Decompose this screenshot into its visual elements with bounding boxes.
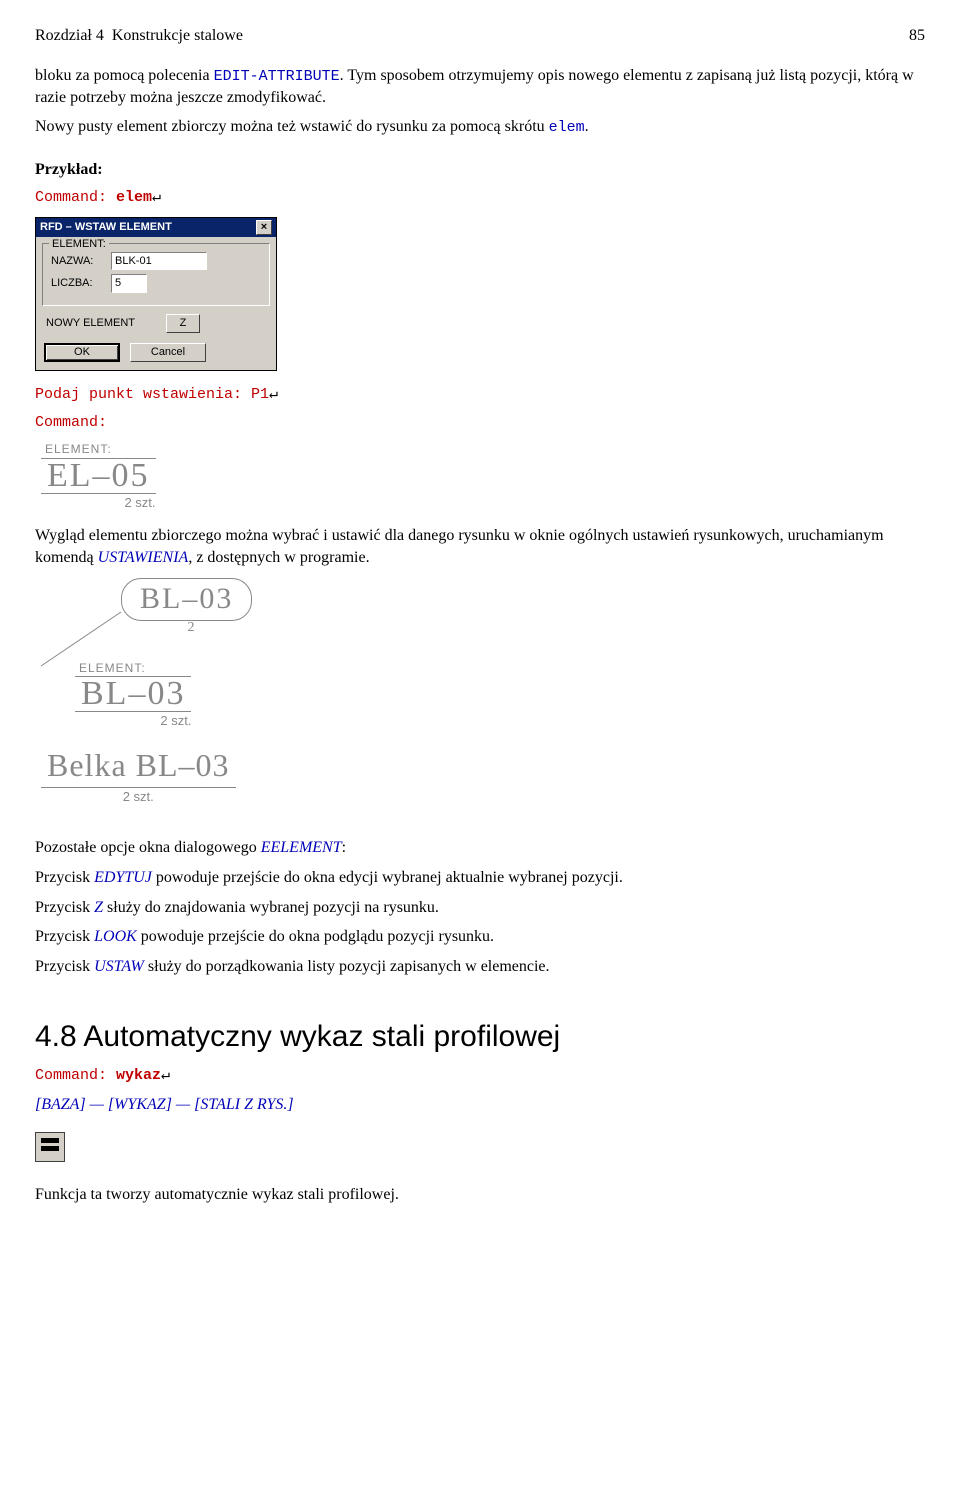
chapter: Rozdział 4: [35, 27, 104, 44]
elem-shortcut: elem: [549, 119, 585, 136]
cancel-button[interactable]: Cancel: [130, 343, 206, 362]
page-header: Rozdział 4 Konstrukcje stalowe 85: [35, 25, 925, 47]
edytuj-btn-ref: EDYTUJ: [94, 869, 152, 886]
el3-code: BL–03: [75, 677, 191, 712]
list-icon: [41, 1138, 59, 1143]
element-label-4: Belka BL–03 2 szt.: [41, 744, 925, 808]
other-options-intro: Pozostałe opcje okna dialogowego EELEMEN…: [35, 837, 925, 859]
close-icon[interactable]: ×: [256, 220, 272, 235]
eelement-cmd: EELEMENT: [261, 839, 342, 856]
example-heading: Przykład:: [35, 159, 925, 181]
count-input[interactable]: 5: [111, 274, 147, 293]
element-label-2: BL–03 2: [41, 578, 925, 637]
element-label-3: ELEMENT: BL–03 2 szt.: [75, 660, 925, 732]
dialog-title: RFD – WSTAW ELEMENT: [40, 220, 172, 235]
toolbar-icon[interactable]: [35, 1132, 65, 1162]
el2-pill: BL–03: [121, 578, 252, 621]
new-element-label: NOWY ELEMENT: [46, 316, 166, 331]
edit-attribute-cmd: EDIT-ATTRIBUTE: [214, 68, 340, 85]
el1-qty: 2 szt.: [41, 494, 156, 512]
menu-path: [BAZA] — [WYKAZ] — [STALI Z RYS.]: [35, 1094, 925, 1116]
element-group: ELEMENT: NAZWA: BLK-01 LICZBA: 5: [42, 243, 270, 307]
el4-text: Belka BL–03: [41, 744, 236, 788]
chapter-title: Konstrukcje stalowe: [112, 27, 243, 44]
z-btn-ref: Z: [94, 899, 103, 916]
name-label: NAZWA:: [51, 254, 111, 269]
page-number: 85: [909, 25, 925, 47]
paragraph-3: Wygląd elementu zbiorczego można wybrać …: [35, 525, 925, 568]
look-line: Przycisk LOOK powoduje przejście do okna…: [35, 926, 925, 948]
count-label: LICZBA:: [51, 276, 111, 291]
command-line-wykaz: Command: wykaz↵: [35, 1066, 925, 1086]
ustawienia-cmd: USTAWIENIA: [98, 549, 189, 566]
last-paragraph: Funkcja ta tworzy automatycznie wykaz st…: [35, 1184, 925, 1206]
look-btn-ref: LOOK: [94, 928, 137, 945]
dialog-titlebar: RFD – WSTAW ELEMENT ×: [36, 218, 276, 237]
el4-qty: 2 szt.: [41, 788, 236, 806]
paragraph-1: bloku za pomocą polecenia EDIT-ATTRIBUTE…: [35, 65, 925, 109]
section-4-8-heading: 4.8 Automatyczny wykaz stali profilowej: [35, 1017, 925, 1058]
el3-qty: 2 szt.: [75, 712, 191, 730]
z-line: Przycisk Z służy do znajdowania wybranej…: [35, 897, 925, 919]
ok-button[interactable]: OK: [44, 343, 120, 362]
ustaw-line: Przycisk USTAW służy do porządkowania li…: [35, 956, 925, 978]
el1-code: EL–05: [41, 459, 156, 494]
paragraph-2: Nowy pusty element zbiorczy można też ws…: [35, 116, 925, 138]
edytuj-line: Przycisk EDYTUJ powoduje przejście do ok…: [35, 867, 925, 889]
command-line-2: Podaj punkt wstawienia: P1↵: [35, 385, 925, 405]
element-label-1: ELEMENT: EL–05 2 szt.: [41, 441, 925, 513]
ustaw-btn-ref: USTAW: [94, 958, 144, 975]
group-legend: ELEMENT:: [49, 237, 109, 252]
command-line-1: Command: elem↵: [35, 188, 925, 208]
z-button[interactable]: Z: [166, 314, 200, 333]
rfd-dialog: RFD – WSTAW ELEMENT × ELEMENT: NAZWA: BL…: [35, 217, 277, 371]
command-line-3: Command:: [35, 413, 925, 433]
name-input[interactable]: BLK-01: [111, 252, 207, 271]
